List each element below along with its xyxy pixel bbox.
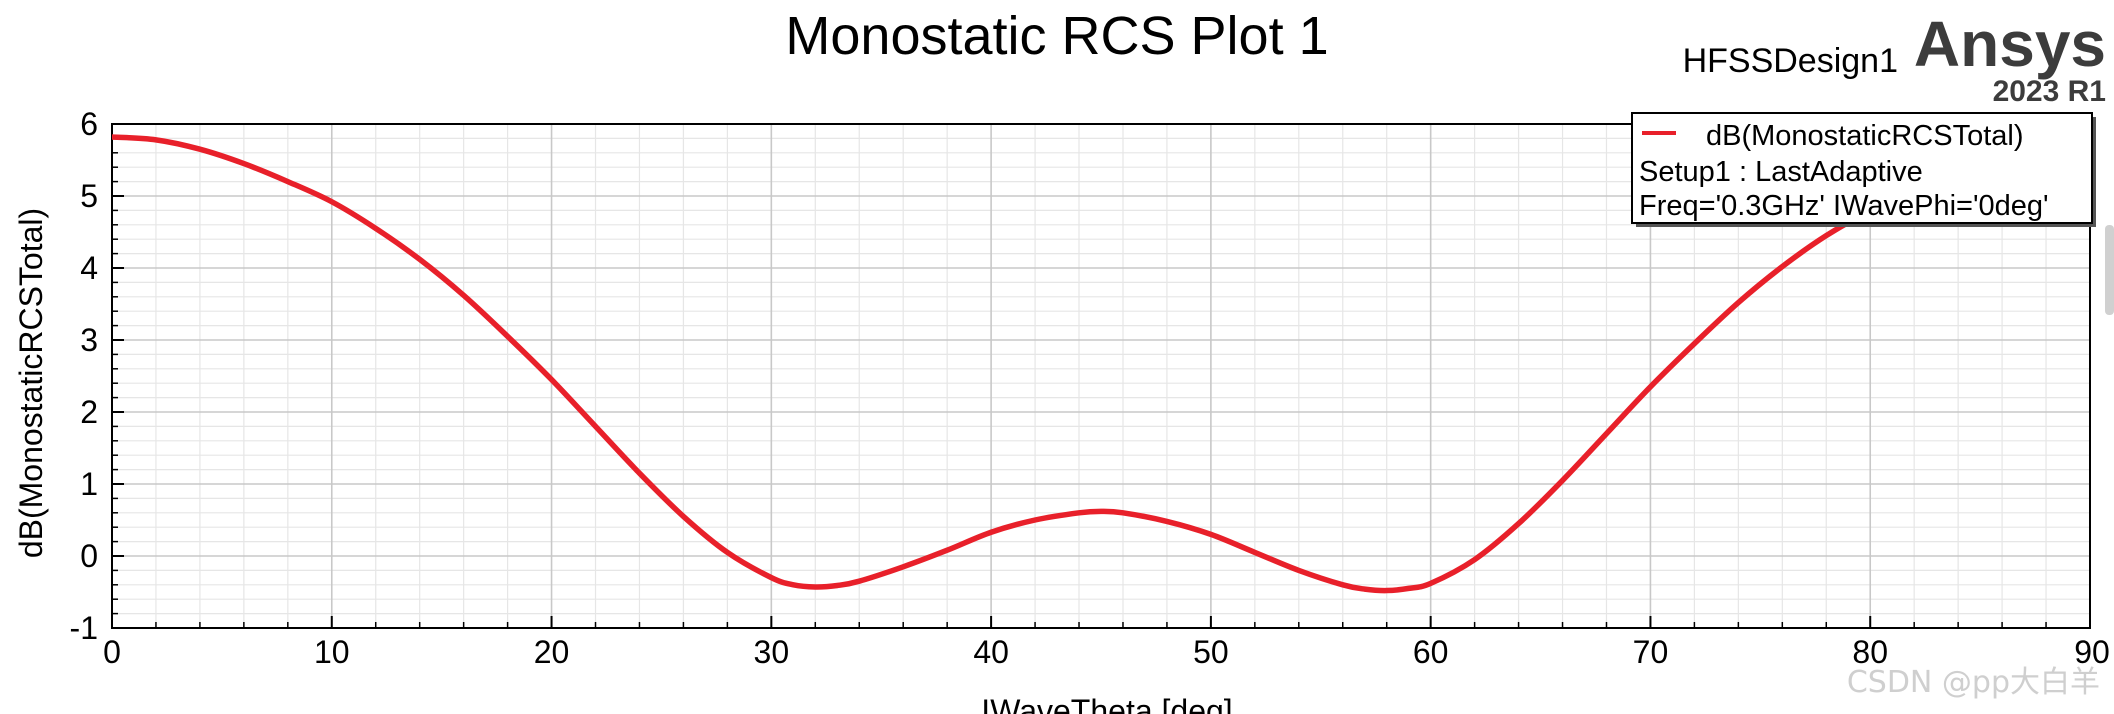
y-tick-label: 6 <box>80 106 98 142</box>
y-axis-label: dB(MonostaticRCSTotal) <box>13 208 49 558</box>
grid-minor <box>112 124 2090 628</box>
y-tick-label: 5 <box>80 178 98 214</box>
y-tick-label: 0 <box>80 538 98 574</box>
x-tick-labels: 0 10 20 30 40 50 60 70 80 90 <box>103 634 2110 670</box>
watermark: CSDN @pp大白羊 <box>1847 665 2100 700</box>
legend-setup-text: Setup1 : LastAdaptive <box>1639 156 1923 188</box>
x-tick-label: 40 <box>973 634 1009 670</box>
y-tick-label: 2 <box>80 394 98 430</box>
legend-box <box>1631 112 2093 224</box>
plot-frame <box>111 123 2091 629</box>
y-tick-label: 1 <box>80 466 98 502</box>
scrollbar-handle[interactable] <box>2105 225 2114 315</box>
legend[interactable]: dB(MonostaticRCSTotal) Setup1 : LastAdap… <box>1631 112 2096 227</box>
x-tick-label: 0 <box>103 634 121 670</box>
y-tick-label: -1 <box>70 610 98 646</box>
y-tick-label: 4 <box>80 250 98 286</box>
chart-title: Monostatic RCS Plot 1 <box>785 6 1328 66</box>
x-tick-label: 60 <box>1413 634 1449 670</box>
x-tick-label: 30 <box>754 634 790 670</box>
y-tick-labels: -1 0 1 2 3 4 5 6 <box>70 106 98 646</box>
brand-logo-text: Ansys <box>1914 8 2106 80</box>
y-tick-label: 3 <box>80 322 98 358</box>
legend-freq-text: Freq='0.3GHz' IWavePhi='0deg' <box>1639 190 2049 222</box>
series-line-db-monostaticrcstotal- <box>112 134 2090 594</box>
x-tick-label: 80 <box>1852 634 1888 670</box>
x-tick-label: 90 <box>2074 634 2110 670</box>
x-tick-label: 10 <box>314 634 350 670</box>
x-axis-label: IWaveTheta [deg] <box>981 693 1232 714</box>
design-name: HFSSDesign1 <box>1683 42 1898 80</box>
x-tick-label: 20 <box>534 634 570 670</box>
series-layer <box>112 134 2090 594</box>
brand-version: 2023 R1 <box>1993 75 2106 108</box>
legend-series-name: dB(MonostaticRCSTotal) <box>1706 120 2024 152</box>
x-tick-label: 50 <box>1193 634 1229 670</box>
x-tick-label: 70 <box>1633 634 1669 670</box>
